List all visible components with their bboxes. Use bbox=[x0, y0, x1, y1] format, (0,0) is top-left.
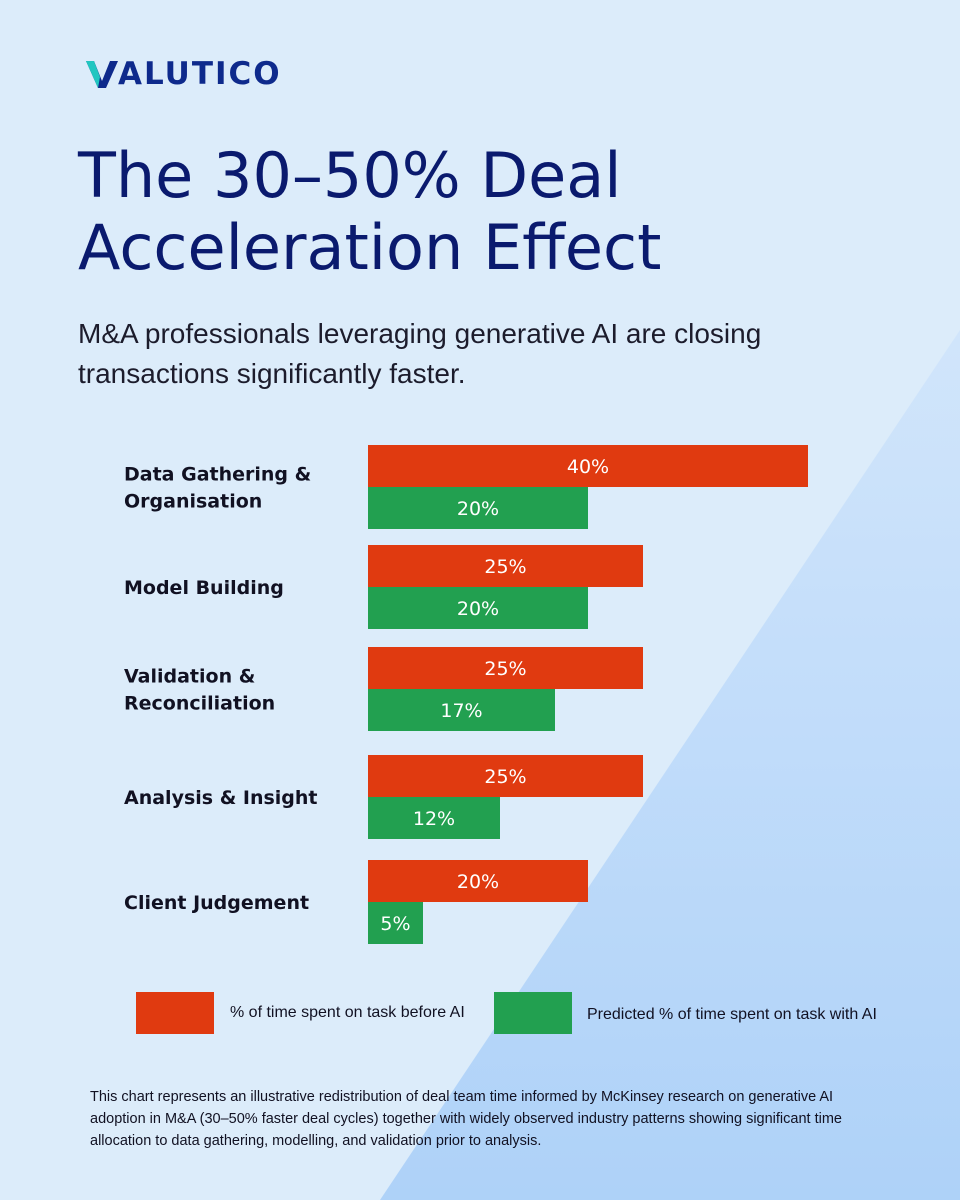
bar-value-label: 20% bbox=[457, 498, 499, 520]
subtitle-line-1: M&A professionals leveraging generative … bbox=[78, 318, 762, 349]
legend-label-before: % of time spent on task before AI bbox=[230, 1004, 465, 1021]
category-label-line: Organisation bbox=[124, 491, 262, 513]
bar-value-label: 20% bbox=[457, 871, 499, 893]
bar-with-ai bbox=[368, 587, 588, 629]
title-line-2: Acceleration Effect bbox=[78, 211, 662, 284]
bar-with-ai bbox=[368, 689, 555, 731]
legend-label-with-ai: Predicted % of time spent on task with A… bbox=[587, 1006, 877, 1023]
category-label: Client Judgement bbox=[124, 892, 309, 914]
bar-value-label: 20% bbox=[457, 598, 499, 620]
category-label-line: Client Judgement bbox=[124, 892, 309, 914]
category-label: Data Gathering & Organisation bbox=[124, 464, 311, 513]
category-label-line: Reconciliation bbox=[124, 693, 275, 715]
bar-value-label: 12% bbox=[413, 808, 455, 830]
category-label: Validation & Reconciliation bbox=[124, 666, 275, 715]
title-line-1: The 30–50% Deal bbox=[78, 139, 622, 212]
bar-before-ai bbox=[368, 860, 588, 902]
subtitle-line-2: transactions significantly faster. bbox=[78, 358, 466, 389]
footnote-line-1: This chart represents an illustrative re… bbox=[90, 1089, 834, 1105]
logo-v-mark-icon bbox=[86, 61, 118, 88]
category-label-line: Validation & bbox=[124, 666, 255, 688]
bar-value-label: 25% bbox=[484, 658, 526, 680]
bar-with-ai bbox=[368, 902, 423, 944]
bar-value-label: 5% bbox=[380, 913, 410, 935]
category-label-line: Analysis & Insight bbox=[124, 787, 318, 809]
bar-before-ai bbox=[368, 647, 643, 689]
category-label: Analysis & Insight bbox=[124, 787, 318, 809]
logo-text: ALUTICO bbox=[118, 56, 282, 92]
brand-logo: ALUTICO bbox=[86, 56, 282, 92]
footnote-line-3: allocation to data gathering, modelling,… bbox=[90, 1133, 542, 1149]
chart-footnote: This chart represents an illustrative re… bbox=[90, 1086, 890, 1152]
category-label: Model Building bbox=[124, 577, 284, 599]
bar-with-ai bbox=[368, 797, 500, 839]
bar-value-label: 25% bbox=[484, 556, 526, 578]
legend-swatch-with-ai bbox=[494, 992, 572, 1034]
bar-value-label: 40% bbox=[567, 456, 609, 478]
bar-value-label: 17% bbox=[440, 700, 482, 722]
bar-before-ai bbox=[368, 755, 643, 797]
bar-before-ai bbox=[368, 545, 643, 587]
chart-legend: % of time spent on task before AI Predic… bbox=[0, 990, 960, 1036]
page-title: The 30–50% Deal Acceleration Effect bbox=[78, 140, 898, 284]
footnote-line-2: adoption in M&A (30–50% faster deal cycl… bbox=[90, 1111, 842, 1127]
page-subtitle: M&A professionals leveraging generative … bbox=[78, 314, 878, 394]
bar-before-ai bbox=[368, 445, 808, 487]
bar-value-label: 25% bbox=[484, 766, 526, 788]
category-label-line: Data Gathering & bbox=[124, 464, 311, 486]
legend-swatch-before bbox=[136, 992, 214, 1034]
bar-with-ai bbox=[368, 487, 588, 529]
category-label-line: Model Building bbox=[124, 577, 284, 599]
